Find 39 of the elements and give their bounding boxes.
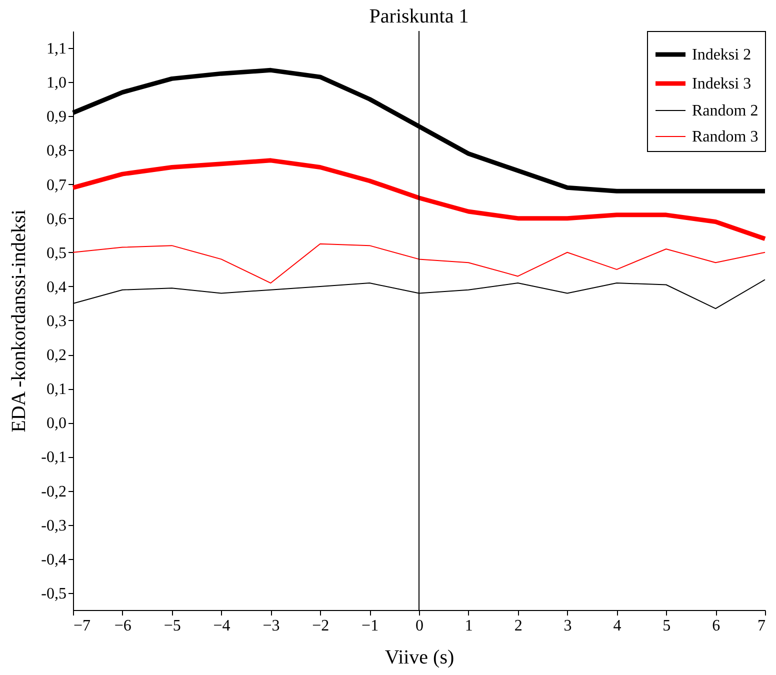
x-tick-label: −7 (74, 618, 91, 634)
x-tick-label: 3 (564, 618, 572, 634)
y-axis-title: EDA -konkordanssi-indeksi (8, 209, 30, 432)
legend-label: Random 3 (692, 128, 758, 146)
y-tick-label: -0,1 (41, 449, 66, 466)
x-tick-label: −6 (114, 618, 132, 634)
y-tick-label: 0,7 (46, 176, 66, 194)
legend-label: Indeksi 2 (692, 46, 752, 64)
y-tick-label: 0,8 (46, 142, 66, 160)
chart-title: Pariskunta 1 (369, 6, 469, 28)
y-tick-label: -0,3 (41, 517, 66, 534)
x-tick-label: 4 (613, 618, 622, 634)
x-tick-label: 1 (464, 618, 473, 634)
x-tick-label: −3 (262, 618, 280, 634)
x-tick-label: 7 (758, 618, 766, 634)
legend-label: Indeksi 3 (692, 76, 752, 92)
x-tick-label: −2 (312, 618, 330, 634)
y-tick-label: 0,9 (46, 108, 66, 126)
y-tick-label: 0,3 (46, 313, 66, 330)
x-axis-title: Viive (s) (384, 646, 454, 668)
y-tick-label: 0,1 (46, 381, 66, 398)
y-tick-label: 0,2 (46, 347, 66, 364)
x-tick-label: 6 (712, 618, 720, 634)
y-tick-label: -0,2 (41, 483, 66, 500)
x-tick-label: −4 (213, 618, 230, 634)
x-tick-label: 5 (662, 618, 671, 634)
x-tick-label: 0 (416, 618, 424, 634)
y-tick-label: 0,4 (46, 278, 66, 296)
legend-label: Random 2 (692, 102, 758, 120)
y-tick-label: 0,0 (46, 415, 66, 432)
y-tick-label: 0,5 (46, 244, 66, 262)
x-tick-label: −1 (362, 618, 379, 634)
x-tick-label: 2 (514, 618, 522, 634)
y-tick-label: 0,6 (46, 210, 66, 228)
y-tick-label: -0,4 (41, 551, 66, 568)
y-tick-label: 1,0 (46, 74, 66, 92)
x-tick-label: −5 (164, 618, 181, 634)
y-tick-label: 1,1 (46, 40, 66, 58)
y-tick-label: -0,5 (41, 585, 66, 602)
